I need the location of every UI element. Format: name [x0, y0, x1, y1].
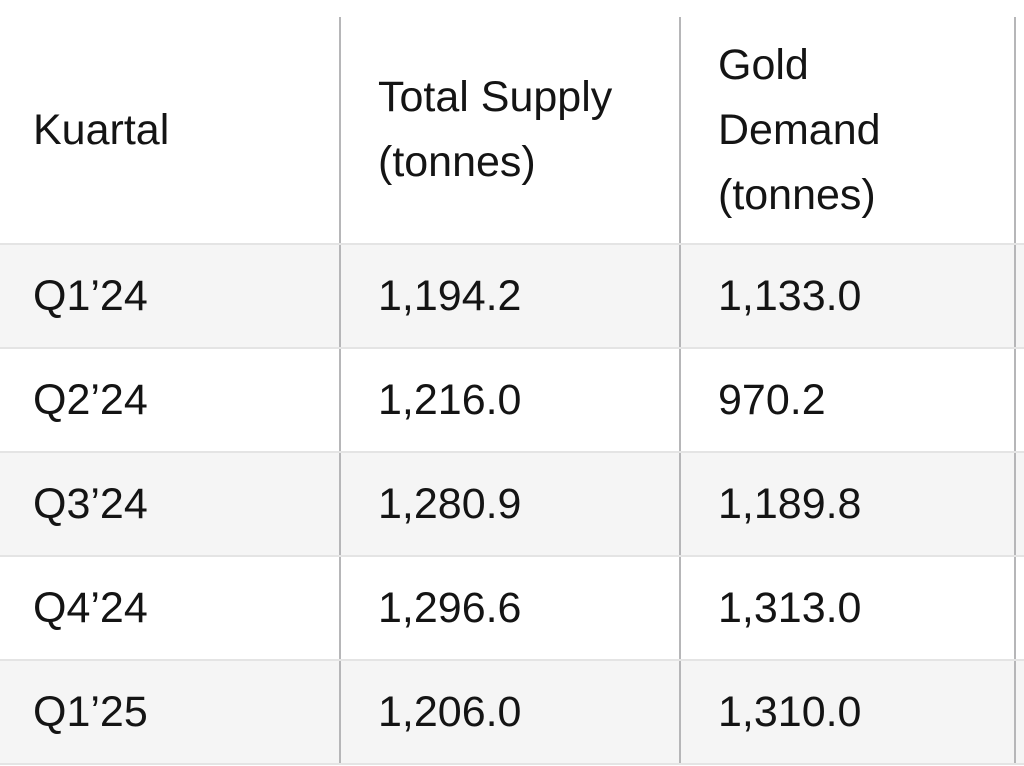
cell-supply: 1,216.0 [339, 348, 680, 453]
cell-quarter: Q1’25 [0, 660, 340, 765]
cell-quarter: Q2’24 [0, 348, 340, 453]
cell-demand: 1,313.0 [679, 556, 1015, 661]
table-row: Q1’24 1,194.2 1,133.0 [0, 244, 1024, 349]
cell-demand: 1,310.0 [679, 660, 1015, 765]
cell-offscreen [1014, 348, 1024, 453]
table-row: Q3’24 1,280.9 1,189.8 [0, 452, 1024, 557]
cell-quarter: Q3’24 [0, 452, 340, 557]
cell-supply: 1,206.0 [339, 660, 680, 765]
cell-supply: 1,194.2 [339, 244, 680, 349]
cell-demand: 1,189.8 [679, 452, 1015, 557]
table-header-row: Kuartal Total Supply (tonnes) Gold Deman… [0, 17, 1024, 245]
cell-quarter: Q1’24 [0, 244, 340, 349]
cell-offscreen [1014, 556, 1024, 661]
cell-supply: 1,296.6 [339, 556, 680, 661]
col-header-gold-demand: Gold Demand (tonnes) [679, 17, 1015, 245]
gold-supply-demand-table: Kuartal Total Supply (tonnes) Gold Deman… [0, 17, 1024, 765]
col-header-offscreen [1014, 17, 1024, 245]
cell-quarter: Q4’24 [0, 556, 340, 661]
cell-demand: 1,133.0 [679, 244, 1015, 349]
table-row: Q1’25 1,206.0 1,310.0 [0, 660, 1024, 765]
table-row: Q2’24 1,216.0 970.2 [0, 348, 1024, 453]
cell-demand: 970.2 [679, 348, 1015, 453]
col-header-kuartal: Kuartal [0, 17, 340, 245]
cell-offscreen [1014, 244, 1024, 349]
cell-supply: 1,280.9 [339, 452, 680, 557]
col-header-total-supply: Total Supply (tonnes) [339, 17, 680, 245]
table-row: Q4’24 1,296.6 1,313.0 [0, 556, 1024, 661]
cell-offscreen [1014, 452, 1024, 557]
cell-offscreen [1014, 660, 1024, 765]
